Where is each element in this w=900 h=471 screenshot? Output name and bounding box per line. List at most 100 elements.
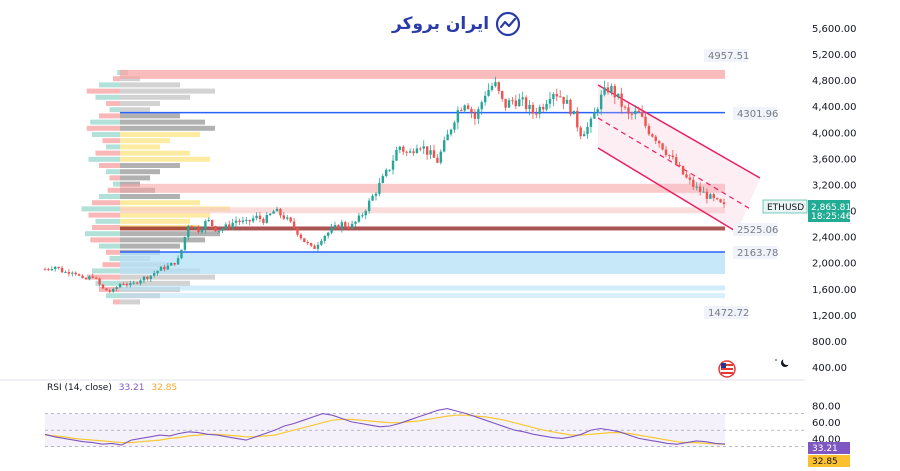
profile-bar-delta [92, 132, 120, 137]
profile-bar-delta [85, 231, 120, 237]
candle-body [599, 94, 603, 110]
rsi-tick: 80.00 [812, 401, 841, 412]
profile-bar-delta [106, 101, 120, 106]
candle-body [722, 202, 726, 205]
candle-body [603, 87, 606, 95]
candle-body [221, 228, 224, 231]
descending-channel[interactable] [597, 84, 761, 233]
candle-body [620, 93, 623, 107]
profile-bar-delta [90, 237, 120, 243]
candle-body [303, 238, 306, 243]
candle-body [678, 164, 681, 166]
price-badge-price: 2,865.81 [811, 203, 851, 213]
candle-body [193, 227, 197, 229]
candle-body [251, 218, 255, 222]
profile-bar-delta [92, 268, 120, 274]
profile-bar-delta [109, 175, 120, 181]
us-flag-icon[interactable] [718, 360, 736, 378]
candle-body [429, 150, 432, 155]
logo-text: ایران بروکر [392, 14, 490, 34]
candle-body [640, 111, 644, 117]
level-label-upper-blue: 4301.96 [737, 109, 778, 120]
candle-body [644, 116, 647, 127]
candle-body [149, 275, 152, 279]
candle-body [562, 96, 565, 104]
candle-body [507, 100, 511, 108]
candle-body [210, 220, 214, 226]
rsi-legend[interactable]: RSI (14, close) 33.21 32.85 [47, 383, 181, 393]
candle-body [122, 283, 125, 285]
candle-body [374, 193, 378, 196]
profile-bar-delta [113, 181, 120, 187]
candle-body [531, 104, 535, 114]
candle-body [408, 151, 412, 153]
rsi-badges: 33.21 32.85 [808, 442, 850, 467]
candle-body [347, 226, 350, 229]
candle-body [316, 244, 320, 249]
candle-body [572, 110, 576, 115]
profile-bar-delta [102, 262, 120, 268]
candle-body [344, 222, 347, 227]
candle-body [296, 227, 299, 235]
candle-body [582, 134, 586, 137]
volume-profile [81, 70, 230, 305]
candle-body [245, 219, 248, 221]
candle-body [204, 220, 207, 230]
candle-body [422, 146, 425, 149]
level-label-lower-blue: 2163.78 [737, 248, 778, 259]
candle-body [272, 211, 275, 214]
profile-bar [120, 194, 180, 199]
candle-body [535, 113, 538, 115]
candle-body [487, 89, 490, 96]
candle-body [432, 150, 436, 158]
candle-body [94, 277, 98, 279]
candle-body [412, 151, 415, 154]
candle-body [606, 87, 610, 93]
rsi-pane [44, 408, 805, 448]
candle-body [77, 274, 81, 276]
candle-body [217, 230, 221, 232]
profile-bar [120, 144, 160, 150]
candle-body [146, 276, 149, 279]
candles [43, 76, 726, 294]
candle-body [623, 106, 627, 108]
profile-bar-delta [106, 144, 120, 150]
profile-bar [120, 299, 140, 305]
profile-bar-delta [88, 212, 120, 218]
profile-bar-delta [81, 206, 120, 212]
candle-body [337, 225, 340, 229]
candle-body [415, 148, 419, 154]
candle-body [231, 222, 234, 228]
candle-body [98, 278, 101, 285]
candle-body [712, 194, 715, 199]
profile-bar [120, 169, 160, 175]
rsi-axis[interactable]: 80.00 60.00 40.00 [812, 401, 841, 445]
candle-body [258, 215, 262, 220]
price-axis[interactable]: 5,600.00 5,200.00 4,800.00 4,400.00 4,000.00… [812, 24, 857, 374]
profile-bar [120, 218, 190, 224]
profile-bar-delta [99, 194, 120, 199]
candle-body [425, 146, 429, 155]
candle-body [50, 269, 54, 271]
candle-body [627, 107, 630, 114]
candle-body [511, 100, 514, 102]
price-badge-countdown: 18:25:46 [811, 212, 852, 222]
price-tick: 800.00 [812, 337, 847, 348]
rsi-line [44, 408, 726, 446]
candle-body [405, 151, 408, 153]
candle-body [71, 272, 74, 274]
profile-bar-delta [92, 200, 120, 206]
profile-bar-delta [102, 138, 120, 144]
candle-body [681, 165, 685, 175]
candle-body [443, 140, 446, 152]
profile-bar [120, 163, 180, 168]
candle-body [361, 215, 364, 217]
profile-bar-delta [106, 293, 120, 299]
price-tick: 5,600.00 [812, 24, 857, 35]
profile-bar [120, 138, 170, 144]
candle-body [228, 224, 231, 228]
candle-body [282, 215, 286, 219]
theme-toggle-icon[interactable] [775, 357, 791, 367]
candle-body [634, 110, 637, 115]
